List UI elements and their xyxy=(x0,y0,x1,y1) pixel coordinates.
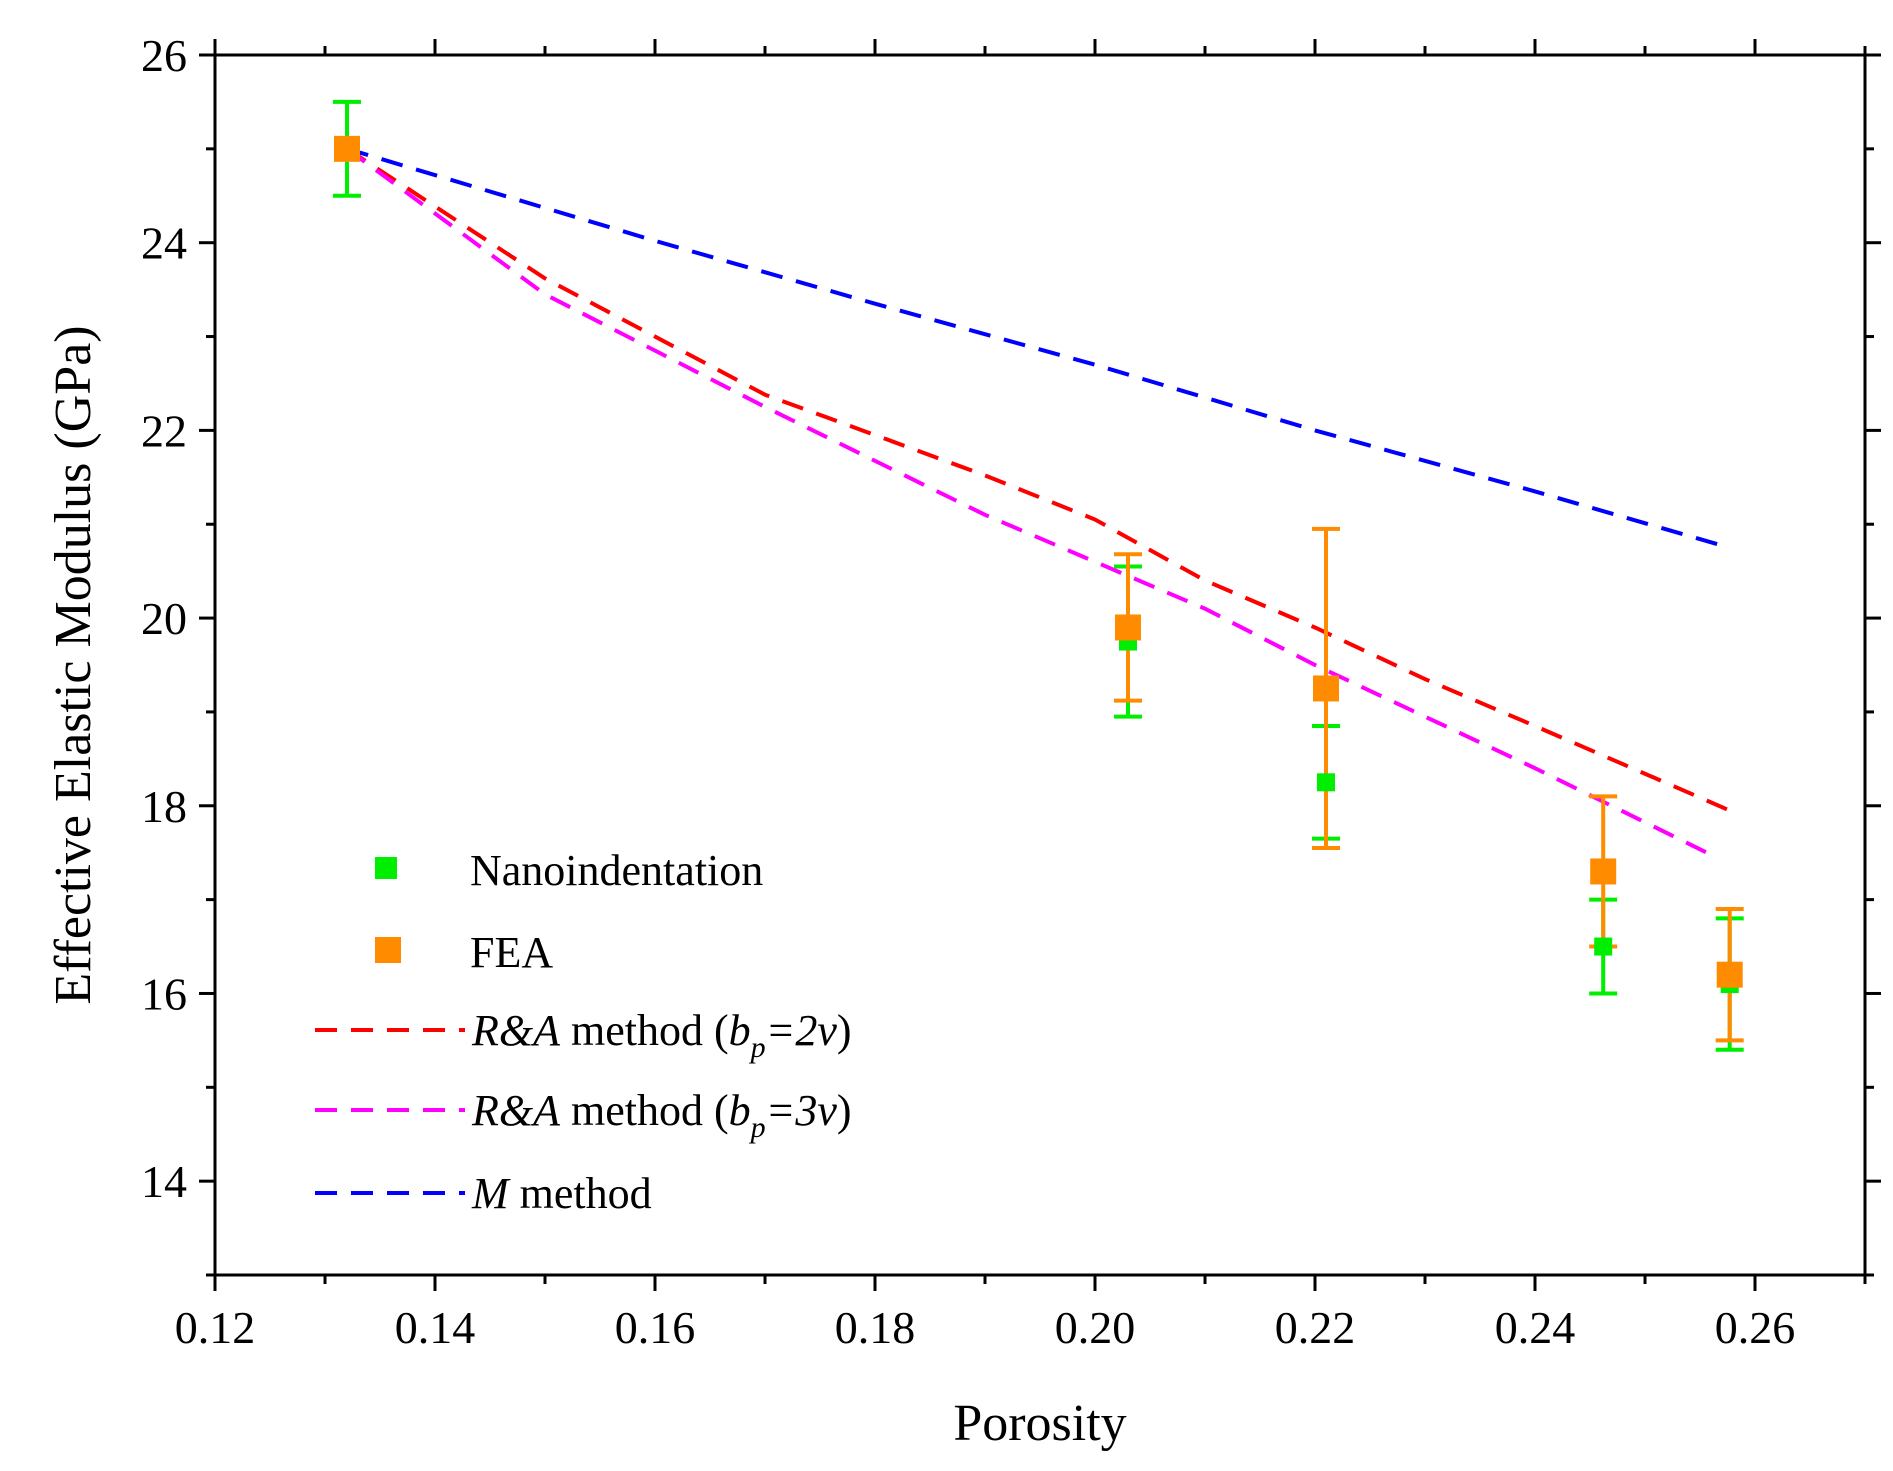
legend-marker-nanoindentation xyxy=(375,857,397,879)
x-tick-label: 0.14 xyxy=(395,1302,476,1353)
legend-label-nanoindentation: Nanoindentation xyxy=(470,846,763,895)
point-series xyxy=(334,135,1743,994)
y-tick-label: 24 xyxy=(141,218,187,269)
x-tick-label: 0.18 xyxy=(835,1302,916,1353)
x-tick-label: 0.16 xyxy=(615,1302,696,1353)
x-tick-label: 0.24 xyxy=(1495,1302,1576,1353)
legend-label-ra-2v: R&A method (bp=2v) xyxy=(471,1006,852,1064)
series-line-3 xyxy=(345,147,1718,860)
data-point-nanoindentation-3 xyxy=(1594,937,1613,956)
y-tick-label: 22 xyxy=(141,405,187,456)
legend-marker-fea xyxy=(375,937,401,963)
x-tick-label: 0.22 xyxy=(1275,1302,1356,1353)
plot-frame xyxy=(213,53,1867,1277)
error-bars xyxy=(333,99,1744,1052)
data-point-fea-0 xyxy=(334,135,360,162)
series-line-4 xyxy=(346,146,1731,550)
x-tick-label: 0.26 xyxy=(1715,1302,1796,1353)
line-series xyxy=(345,146,1731,860)
data-point-fea-1 xyxy=(1115,614,1141,641)
data-point-nanoindentation-2 xyxy=(1317,773,1335,792)
x-tick-label: 0.12 xyxy=(175,1302,256,1353)
y-axis-title: Effective Elastic Modulus (GPa) xyxy=(45,325,102,1004)
legend-label-m-method: M method xyxy=(471,1169,652,1218)
x-tick-label: 0.20 xyxy=(1055,1302,1136,1353)
data-point-fea-3 xyxy=(1590,858,1617,885)
y-tick-label: 16 xyxy=(141,968,187,1019)
legend: Nanoindentation FEA R&A method (bp=2v) R… xyxy=(315,846,852,1218)
x-axis-title: Porosity xyxy=(953,1395,1126,1452)
y-tick-label: 14 xyxy=(141,1156,187,1207)
series-line-2 xyxy=(345,147,1731,813)
x-tick-labels: 0.12 0.14 0.16 0.18 0.20 0.22 0.24 0.26 xyxy=(175,1302,1796,1353)
axis-ticks xyxy=(199,39,1881,1291)
legend-label-fea: FEA xyxy=(470,928,553,977)
data-point-fea-4 xyxy=(1716,961,1743,988)
y-tick-labels: 14 16 18 20 22 24 26 xyxy=(141,30,187,1207)
data-point-fea-2 xyxy=(1313,675,1339,702)
y-tick-label: 20 xyxy=(141,593,187,644)
legend-label-ra-3v: R&A method (bp=3v) xyxy=(471,1086,852,1144)
y-tick-label: 26 xyxy=(141,30,187,81)
y-tick-label: 18 xyxy=(141,781,187,832)
